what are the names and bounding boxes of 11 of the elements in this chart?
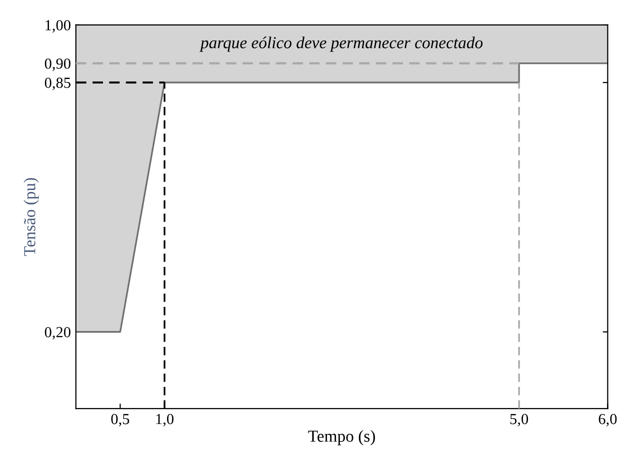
annotation: parque eólico deve permanecer conectado (200, 36, 483, 52)
y-axis-title: Tensão (pu) (24, 178, 39, 256)
x-tick-label: 1,0 (156, 414, 174, 426)
x-tick-label: 6,0 (598, 414, 617, 426)
y-tick-label: 0,20 (44, 327, 70, 340)
y-tick-label: 0,85 (44, 78, 70, 90)
x-tick-label: 0,5 (111, 414, 130, 426)
y-tick-label: 1,00 (46, 20, 70, 33)
x-axis-title: Tempo (s) (308, 430, 375, 446)
x-tick-label: 5,0 (510, 414, 528, 426)
y-tick-label: 0,90 (44, 58, 70, 71)
